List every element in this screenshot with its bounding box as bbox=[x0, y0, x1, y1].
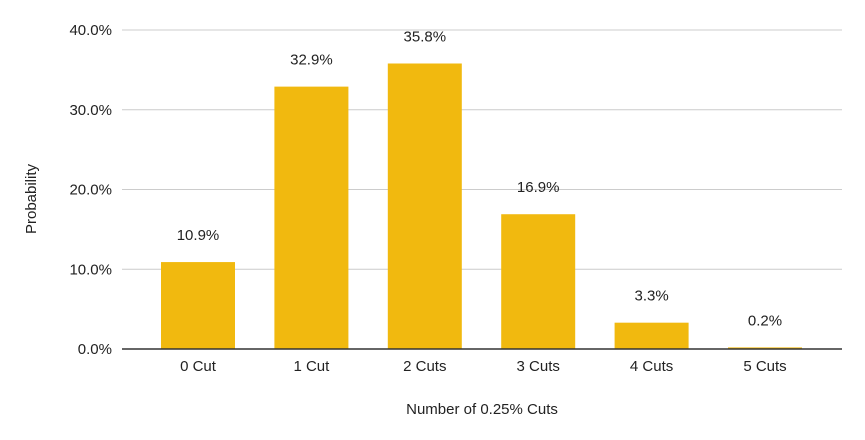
x-axis-tick-labels: 0 Cut 1 Cut 2 Cuts 3 Cuts 4 Cuts 5 Cuts bbox=[180, 358, 787, 375]
data-label: 3.3% bbox=[634, 288, 668, 305]
x-tick-label: 1 Cut bbox=[293, 358, 330, 375]
bar bbox=[501, 214, 576, 349]
bar bbox=[274, 86, 349, 349]
bars bbox=[161, 63, 802, 350]
x-axis-title: Number of 0.25% Cuts bbox=[406, 401, 558, 418]
bar bbox=[728, 347, 802, 349]
bar bbox=[161, 262, 235, 349]
y-axis-tick-labels: 0.0% 10.0% 20.0% 30.0% 40.0% bbox=[69, 22, 112, 358]
bar bbox=[387, 63, 462, 350]
data-label: 0.2% bbox=[748, 312, 782, 329]
y-tick-label: 0.0% bbox=[78, 341, 112, 358]
x-tick-label: 4 Cuts bbox=[630, 358, 673, 375]
data-label: 10.9% bbox=[177, 227, 220, 244]
data-label: 35.8% bbox=[404, 28, 447, 45]
gridlines bbox=[122, 29, 842, 270]
y-tick-label: 20.0% bbox=[69, 182, 112, 199]
x-tick-label: 2 Cuts bbox=[403, 358, 446, 375]
x-tick-label: 5 Cuts bbox=[743, 358, 786, 375]
data-labels: 10.9% 32.9% 35.8% 16.9% 3.3% 0.2% bbox=[177, 28, 782, 329]
y-tick-label: 40.0% bbox=[69, 22, 112, 39]
data-label: 16.9% bbox=[517, 179, 560, 196]
y-tick-label: 30.0% bbox=[69, 102, 112, 119]
y-axis-title: Probability bbox=[23, 163, 40, 234]
y-tick-label: 10.0% bbox=[69, 261, 112, 278]
x-tick-label: 3 Cuts bbox=[517, 358, 560, 375]
data-label: 32.9% bbox=[290, 52, 333, 69]
bar bbox=[614, 322, 689, 349]
x-tick-label: 0 Cut bbox=[180, 358, 217, 375]
